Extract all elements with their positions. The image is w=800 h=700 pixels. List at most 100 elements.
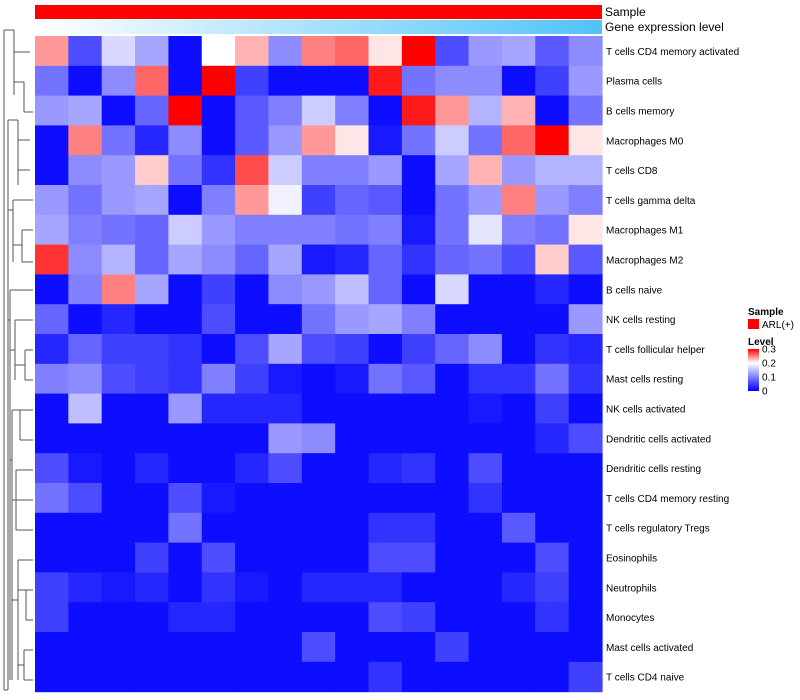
heatmap-cell xyxy=(201,244,236,275)
heatmap-cell xyxy=(468,602,503,633)
row-label: Eosinophils xyxy=(606,554,657,565)
heatmap-cell xyxy=(335,661,370,693)
heatmap-cell xyxy=(568,155,603,186)
legend-level-title: Level xyxy=(748,337,774,348)
heatmap-cell xyxy=(435,363,470,395)
heatmap-cell xyxy=(168,602,203,633)
heatmap-cell xyxy=(235,572,270,603)
heatmap-cell xyxy=(268,572,303,603)
heatmap-cell xyxy=(68,155,103,186)
heatmap-cell xyxy=(201,393,236,424)
heatmap-cell xyxy=(468,512,503,544)
heatmap-cell xyxy=(235,393,270,424)
heatmap-cell xyxy=(435,423,470,454)
heatmap-cell xyxy=(468,36,503,67)
heatmap-cell xyxy=(201,423,236,454)
heatmap-cell xyxy=(468,423,503,454)
heatmap-cell xyxy=(301,155,336,186)
heatmap-cell xyxy=(335,483,370,514)
heatmap-cell xyxy=(101,36,136,67)
heatmap-cell xyxy=(468,542,503,573)
heatmap-cell xyxy=(501,244,536,275)
row-label: Macrophages M1 xyxy=(606,226,684,237)
heatmap-cell xyxy=(201,602,236,633)
heatmap-cell xyxy=(168,95,203,126)
heatmap-cell xyxy=(35,453,69,484)
heatmap-cell xyxy=(68,36,103,67)
legend-level-tick: 0.3 xyxy=(762,345,776,356)
heatmap-cell xyxy=(435,36,470,67)
heatmap-cell xyxy=(201,185,236,216)
row-label: Monocytes xyxy=(606,613,654,624)
heatmap-cell xyxy=(468,185,503,216)
heatmap-cell xyxy=(535,185,570,216)
heatmap-cell xyxy=(235,632,270,663)
heatmap-cell xyxy=(468,95,503,126)
heatmap-cell xyxy=(35,244,69,275)
heatmap-cell xyxy=(268,393,303,424)
heatmap-cell xyxy=(501,423,536,454)
heatmap-cell xyxy=(468,632,503,663)
heatmap-cell xyxy=(501,393,536,424)
heatmap-cell xyxy=(101,274,136,305)
heatmap-cell xyxy=(101,95,136,126)
heatmap-cell xyxy=(101,244,136,275)
heatmap-cell xyxy=(168,185,203,216)
heatmap-cell xyxy=(68,65,103,97)
heatmap-cell xyxy=(68,393,103,424)
heatmap-cell xyxy=(235,453,270,484)
heatmap-cell xyxy=(568,512,603,544)
heatmap-cell xyxy=(68,334,103,365)
heatmap-cell xyxy=(135,304,170,335)
heatmap-cell xyxy=(68,125,103,156)
heatmap-cell xyxy=(568,632,603,663)
legend: Sample ARL(+) Level 0.3 0.2 0.1 0 xyxy=(748,307,794,398)
heatmap-cell xyxy=(201,36,236,67)
heatmap-cell xyxy=(435,244,470,275)
heatmap-cell xyxy=(368,125,403,156)
heatmap-cell xyxy=(401,214,436,246)
heatmap-cell xyxy=(268,483,303,514)
heatmap-cell xyxy=(301,453,336,484)
heatmap-cell xyxy=(468,274,503,305)
gene-expression-annotation-bar xyxy=(35,20,602,34)
heatmap-cell xyxy=(501,572,536,603)
gene-expression-track-label: Gene expression level xyxy=(605,20,724,34)
heatmap-cell xyxy=(35,542,69,573)
heatmap-cell xyxy=(35,334,69,365)
sample-track-label: Sample xyxy=(605,5,646,19)
heatmap-cell xyxy=(201,483,236,514)
heatmap-cell xyxy=(201,453,236,484)
row-label: Dendritic cells resting xyxy=(606,464,701,475)
heatmap-cell xyxy=(501,95,536,126)
heatmap-cell xyxy=(368,65,403,97)
heatmap-cell xyxy=(101,185,136,216)
heatmap-cell xyxy=(435,512,470,544)
heatmap-cell xyxy=(401,244,436,275)
heatmap-cell xyxy=(101,483,136,514)
heatmap-cell xyxy=(335,244,370,275)
heatmap-cell xyxy=(68,572,103,603)
heatmap-cell xyxy=(368,244,403,275)
heatmap-cell xyxy=(301,602,336,633)
heatmap-cell xyxy=(168,572,203,603)
heatmap-cell xyxy=(368,36,403,67)
heatmap-cell xyxy=(335,393,370,424)
heatmap-cell xyxy=(201,155,236,186)
heatmap-cell xyxy=(168,393,203,424)
heatmap-cell xyxy=(268,125,303,156)
heatmap-cell xyxy=(201,512,236,544)
heatmap-cell xyxy=(435,393,470,424)
heatmap-cell xyxy=(135,453,170,484)
heatmap-cell xyxy=(201,65,236,97)
heatmap-cell xyxy=(401,512,436,544)
heatmap-cell xyxy=(301,304,336,335)
heatmap-cell xyxy=(168,661,203,693)
heatmap-cell xyxy=(535,483,570,514)
heatmap-cell xyxy=(268,602,303,633)
heatmap-cell xyxy=(368,602,403,633)
legend-level-ticks: 0.3 0.2 0.1 0 xyxy=(762,345,776,398)
legend-sample-swatch xyxy=(748,319,759,329)
heatmap-cell xyxy=(301,632,336,663)
heatmap-cell xyxy=(435,661,470,693)
